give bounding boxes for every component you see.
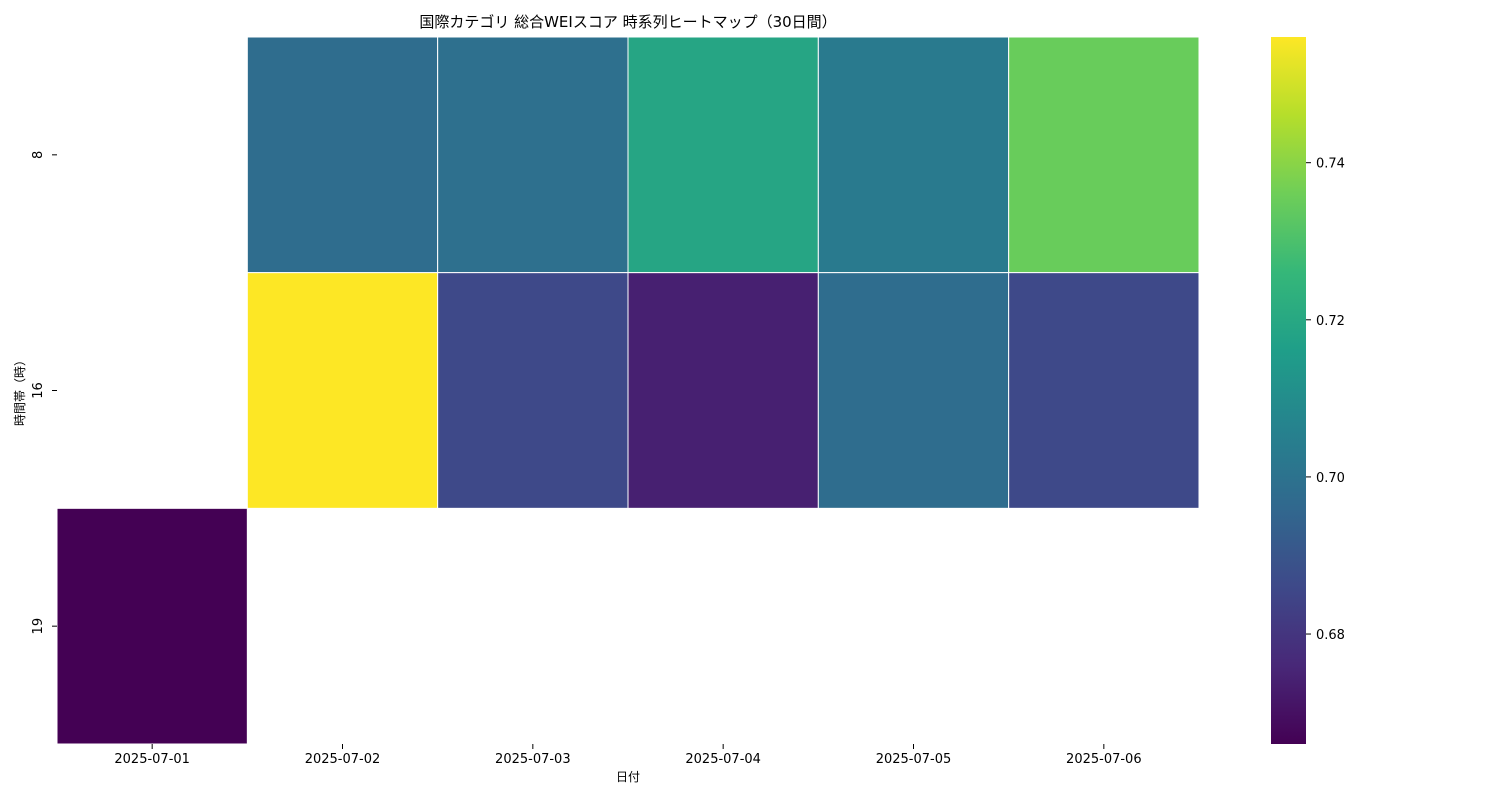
colorbar-tick-label: 0.74: [1316, 157, 1345, 172]
x-tick-label: 2025-07-06: [1066, 752, 1142, 767]
y-axis-label: 時間帯（時）: [13, 354, 27, 426]
colorbar-tick-label: 0.72: [1316, 314, 1345, 329]
y-tick-label: 8: [31, 151, 46, 159]
x-axis-label: 日付: [616, 770, 640, 784]
x-axis-ticks: 2025-07-01 2025-07-02 2025-07-03 2025-07-04…: [114, 744, 1142, 767]
y-tick-label: 16: [31, 382, 46, 399]
heatmap-cell: [817, 272, 1010, 509]
x-tick-label: 2025-07-05: [876, 752, 952, 767]
heatmap-cell: [627, 272, 819, 509]
colorbar-ticks: 0.68 0.70 0.72 0.74: [1306, 157, 1345, 643]
heatmap-cell: [1008, 36, 1200, 274]
colorbar-tick-label: 0.70: [1316, 471, 1345, 486]
heatmap-cell: [56, 507, 248, 745]
heatmap-cell: [246, 272, 439, 509]
colorbar-tick-label: 0.68: [1316, 628, 1345, 643]
heatmap-cell: [1008, 272, 1200, 509]
heatmap-cell: [817, 36, 1010, 274]
heatmap-cell: [437, 36, 629, 274]
heatmap-cells: [56, 36, 1200, 745]
heatmap-cell: [627, 36, 819, 274]
heatmap-cell: [246, 36, 439, 274]
y-axis-ticks: 8 16 19: [31, 151, 57, 635]
x-tick-label: 2025-07-04: [685, 752, 761, 767]
x-tick-label: 2025-07-02: [305, 752, 381, 767]
heatmap-cell: [437, 272, 629, 509]
chart-title: 国際カテゴリ 総合WEIスコア 時系列ヒートマップ（30日間）: [419, 13, 836, 31]
colorbar: [1271, 37, 1306, 744]
x-tick-label: 2025-07-03: [495, 752, 571, 767]
x-tick-label: 2025-07-01: [114, 752, 190, 767]
y-tick-label: 19: [31, 618, 46, 635]
